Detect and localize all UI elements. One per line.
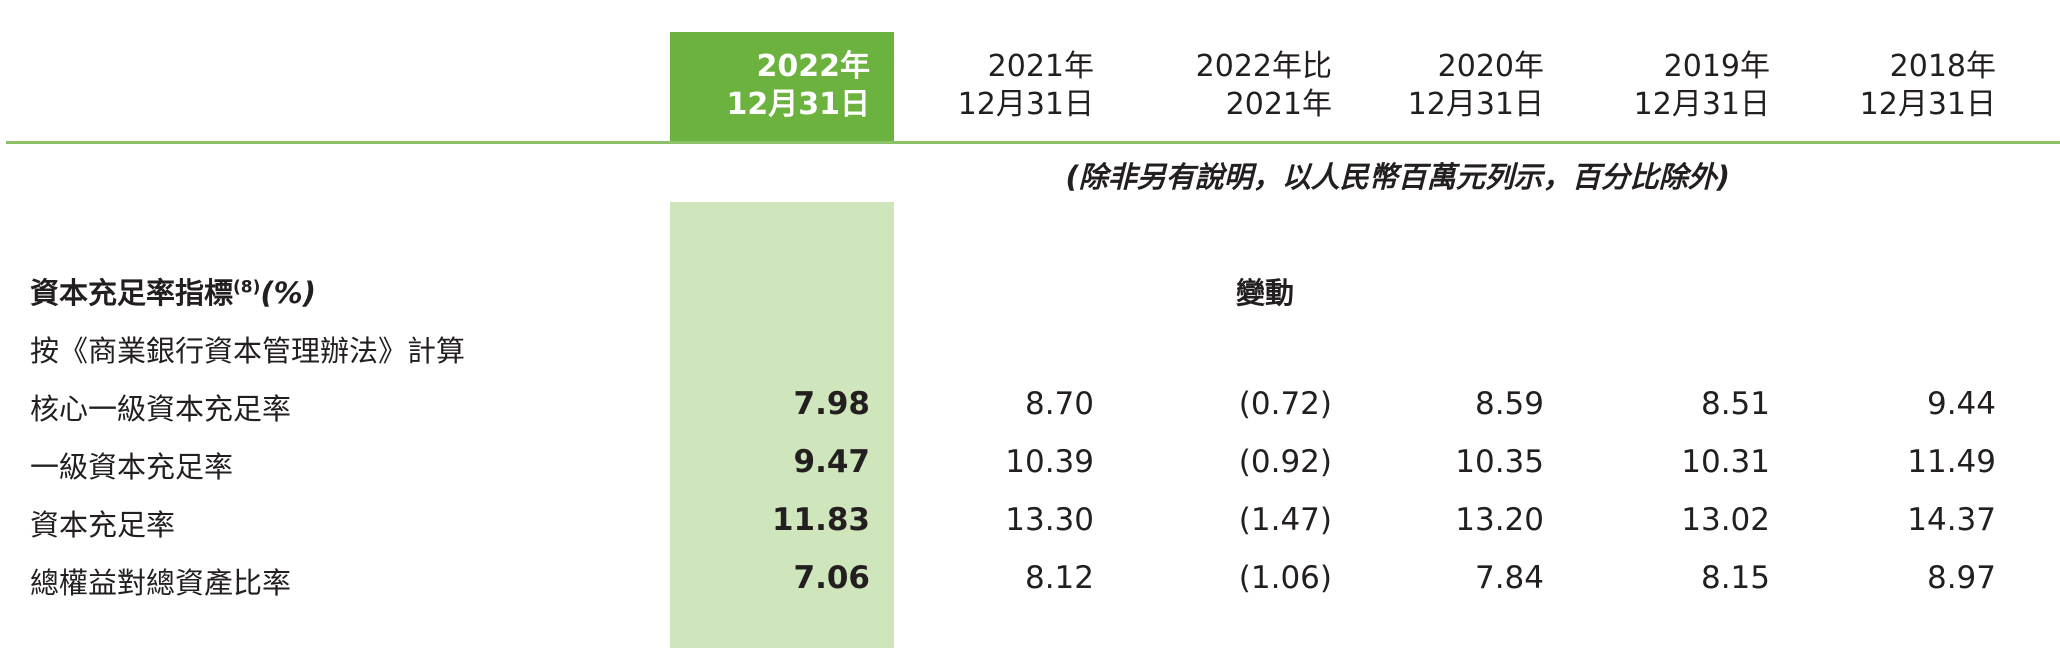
- basis-subtitle: 按《商業銀行資本管理辦法》計算: [30, 334, 466, 368]
- column-header-2020: 2020年 12月31日: [1408, 44, 1544, 128]
- value-2021: 8.70: [1024, 386, 1094, 422]
- value-2020: 7.84: [1474, 560, 1544, 596]
- value-2020: 8.59: [1474, 386, 1544, 422]
- value-2018: 8.97: [1926, 560, 1996, 596]
- value-2022: 7.06: [793, 560, 871, 596]
- section-unit: (%): [260, 276, 316, 310]
- value-2022: 11.83: [771, 502, 870, 538]
- column-header-line2: 12月31日: [957, 87, 1094, 122]
- value-2019: 13.02: [1681, 502, 1770, 538]
- row-label: 總權益對總資產比率: [30, 566, 292, 600]
- column-header-2018: 2018年 12月31日: [1860, 44, 1996, 128]
- column-header-line1: 2022年比: [1195, 49, 1332, 84]
- current-year-header-band: [670, 32, 894, 142]
- column-header-line1: 2022年: [756, 49, 871, 84]
- column-header-2022: 2022年 12月31日: [727, 44, 871, 128]
- table-row: 總權益對總資產比率 7.06 8.12 (1.06) 7.84 8.15 8.9…: [0, 550, 2060, 608]
- table-row: 一級資本充足率 9.47 10.39 (0.92) 10.35 10.31 11…: [0, 434, 2060, 492]
- row-label: 核心一級資本充足率: [30, 392, 292, 426]
- section-title: 資本充足率指標(8)(%): [30, 270, 316, 312]
- column-header-line2: 12月31日: [1407, 87, 1544, 122]
- column-header-line2: 2021年: [1225, 87, 1332, 122]
- change-label: 變動: [1236, 276, 1295, 310]
- column-header-line2: 12月31日: [1859, 87, 1996, 122]
- column-header-line1: 2019年: [1663, 49, 1770, 84]
- current-year-column-band: [670, 202, 894, 648]
- value-2018: 9.44: [1926, 386, 1996, 422]
- value-2021: 8.12: [1024, 560, 1094, 596]
- column-header-line1: 2018年: [1889, 49, 1996, 84]
- column-header-change: 2022年比 2021年: [1196, 44, 1332, 128]
- value-2019: 8.15: [1700, 560, 1770, 596]
- table-row: 核心一級資本充足率 7.98 8.70 (0.72) 8.59 8.51 9.4…: [0, 376, 2060, 434]
- value-change: (0.72): [1238, 386, 1332, 422]
- value-2018: 11.49: [1907, 444, 1996, 480]
- units-note: (除非另有說明，以人民幣百萬元列示，百分比除外): [1065, 160, 1730, 194]
- value-2019: 8.51: [1700, 386, 1770, 422]
- value-change: (1.47): [1238, 502, 1332, 538]
- value-2022: 9.47: [793, 444, 871, 480]
- row-label: 一級資本充足率: [30, 450, 234, 484]
- column-header-line2: 12月31日: [726, 87, 871, 122]
- header-rule: [6, 141, 2060, 144]
- value-2018: 14.37: [1907, 502, 1996, 538]
- value-change: (1.06): [1238, 560, 1332, 596]
- section-title-text: 資本充足率指標: [30, 276, 234, 310]
- value-2020: 10.35: [1455, 444, 1544, 480]
- column-header-line2: 12月31日: [1633, 87, 1770, 122]
- value-2021: 10.39: [1005, 444, 1094, 480]
- column-header-line1: 2021年: [987, 49, 1094, 84]
- value-2020: 13.20: [1455, 502, 1544, 538]
- table-row: 資本充足率 11.83 13.30 (1.47) 13.20 13.02 14.…: [0, 492, 2060, 550]
- column-header-2021: 2021年 12月31日: [958, 44, 1094, 128]
- value-2019: 10.31: [1681, 444, 1770, 480]
- value-change: (0.92): [1238, 444, 1332, 480]
- row-label: 資本充足率: [30, 508, 176, 542]
- value-2021: 13.30: [1005, 502, 1094, 538]
- column-header-line1: 2020年: [1437, 49, 1544, 84]
- column-header-2019: 2019年 12月31日: [1634, 44, 1770, 128]
- value-2022: 7.98: [793, 386, 871, 422]
- footnote-marker: (8): [233, 277, 261, 298]
